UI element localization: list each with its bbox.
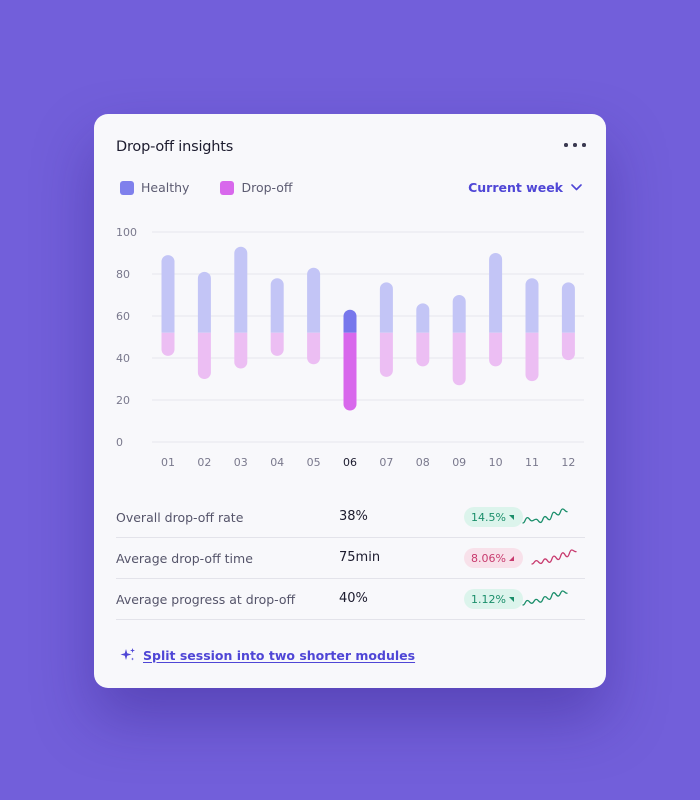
change-badge: 1.12% [464, 589, 523, 609]
more-dot [564, 143, 568, 147]
split-session-link-label: Split session into two shorter modules [143, 647, 416, 663]
bar-dropoff [307, 332, 321, 365]
bar-dropoff [234, 332, 248, 369]
x-tick-label: 10 [489, 456, 503, 469]
metric-label: Overall drop-off rate [116, 510, 244, 525]
y-tick-label: 100 [116, 226, 137, 239]
bar-healthy [452, 295, 466, 333]
bar-healthy [525, 278, 539, 333]
card-title: Drop-off insights [116, 139, 234, 155]
trend-arrow-icon [508, 555, 514, 561]
bar-healthy [270, 278, 284, 333]
bar-dropoff [489, 332, 503, 367]
metric-label: Average progress at drop-off [116, 592, 296, 607]
metric-value: 75min [339, 550, 381, 565]
bar-healthy [197, 271, 211, 333]
bar-healthy [379, 282, 393, 333]
split-session-link[interactable]: Split session into two shorter modules [120, 647, 415, 663]
metric-row: Average drop-off time 75min 8.06% [116, 538, 585, 579]
sparkline-path [531, 549, 577, 565]
legend-label-healthy: Healthy [141, 180, 190, 195]
chart-legend: Healthy Drop-off [120, 180, 324, 195]
sparkles-icon [120, 648, 135, 661]
y-tick-label: 60 [116, 310, 130, 323]
x-tick-label: 09 [452, 456, 466, 469]
bar-dropoff [561, 332, 575, 361]
sparkline-path [522, 508, 568, 524]
metric-value: 38% [339, 509, 368, 524]
bar-dropoff [161, 332, 175, 356]
bar-healthy [489, 253, 503, 333]
trend-arrow-icon [508, 514, 514, 520]
bar-dropoff [525, 332, 539, 382]
x-tick-label: 08 [416, 456, 430, 469]
x-tick-label: 07 [379, 456, 393, 469]
legend-item-dropoff: Drop-off [220, 180, 293, 195]
legend-item-healthy: Healthy [120, 180, 189, 195]
metric-value: 40% [339, 591, 368, 606]
metric-row: Overall drop-off rate 38% 14.5% [116, 497, 585, 538]
y-tick-label: 20 [116, 394, 130, 407]
bar-dropoff [197, 332, 211, 380]
y-tick-label: 40 [116, 352, 130, 365]
drop-off-chart: 0 20 40 60 80 100 01 02 03 04 05 06 07 08 09 10 11 12 [116, 226, 584, 469]
more-dot [582, 143, 586, 147]
period-dropdown[interactable]: Current week [468, 180, 582, 195]
x-tick-label: 02 [197, 456, 211, 469]
bar-healthy [161, 255, 175, 333]
y-tick-label: 0 [116, 436, 123, 449]
bar-dropoff [452, 332, 466, 386]
bar-healthy [416, 303, 430, 333]
bar-healthy [307, 267, 321, 333]
bar-dropoff [343, 332, 357, 411]
more-options-button[interactable] [564, 138, 586, 152]
bar-healthy [234, 246, 248, 333]
metrics-table: Overall drop-off rate 38% 14.5% Average dro… [116, 497, 585, 620]
metric-label: Average drop-off time [116, 551, 253, 566]
x-tick-label: 11 [525, 456, 539, 469]
period-dropdown-label: Current week [468, 180, 563, 195]
legend-swatch-dropoff [220, 180, 235, 195]
legend-label-dropoff: Drop-off [241, 180, 293, 195]
x-tick-label: 05 [307, 456, 321, 469]
x-tick-label: 06 [343, 456, 357, 469]
change-badge: 14.5% [464, 507, 523, 527]
x-tick-label: 12 [561, 456, 575, 469]
sparkline [522, 508, 568, 524]
bar-healthy [561, 282, 575, 333]
change-value: 8.06% [471, 551, 506, 565]
more-dot [573, 143, 577, 147]
y-tick-label: 80 [116, 268, 130, 281]
x-tick-label: 01 [161, 456, 175, 469]
change-badge: 8.06% [464, 548, 523, 568]
drop-off-insights-card: 0 20 40 60 80 100 01 02 03 04 05 06 07 08 09 10 11 12 Dro… [94, 114, 606, 688]
sparkline [522, 590, 568, 606]
bar-dropoff [270, 332, 284, 356]
change-value: 1.12% [471, 592, 506, 606]
bar-healthy [343, 309, 357, 333]
chevron-down-icon [571, 184, 582, 191]
sparkline [531, 549, 577, 565]
metric-row: Average progress at drop-off 40% 1.12% [116, 579, 585, 620]
bar-dropoff [416, 332, 430, 367]
bar-dropoff [379, 332, 393, 377]
change-value: 14.5% [471, 510, 506, 524]
legend-swatch-healthy [120, 180, 134, 195]
x-tick-label: 04 [270, 456, 284, 469]
x-tick-label: 03 [234, 456, 248, 469]
sparkline-path [522, 590, 568, 606]
trend-arrow-icon [508, 596, 514, 602]
